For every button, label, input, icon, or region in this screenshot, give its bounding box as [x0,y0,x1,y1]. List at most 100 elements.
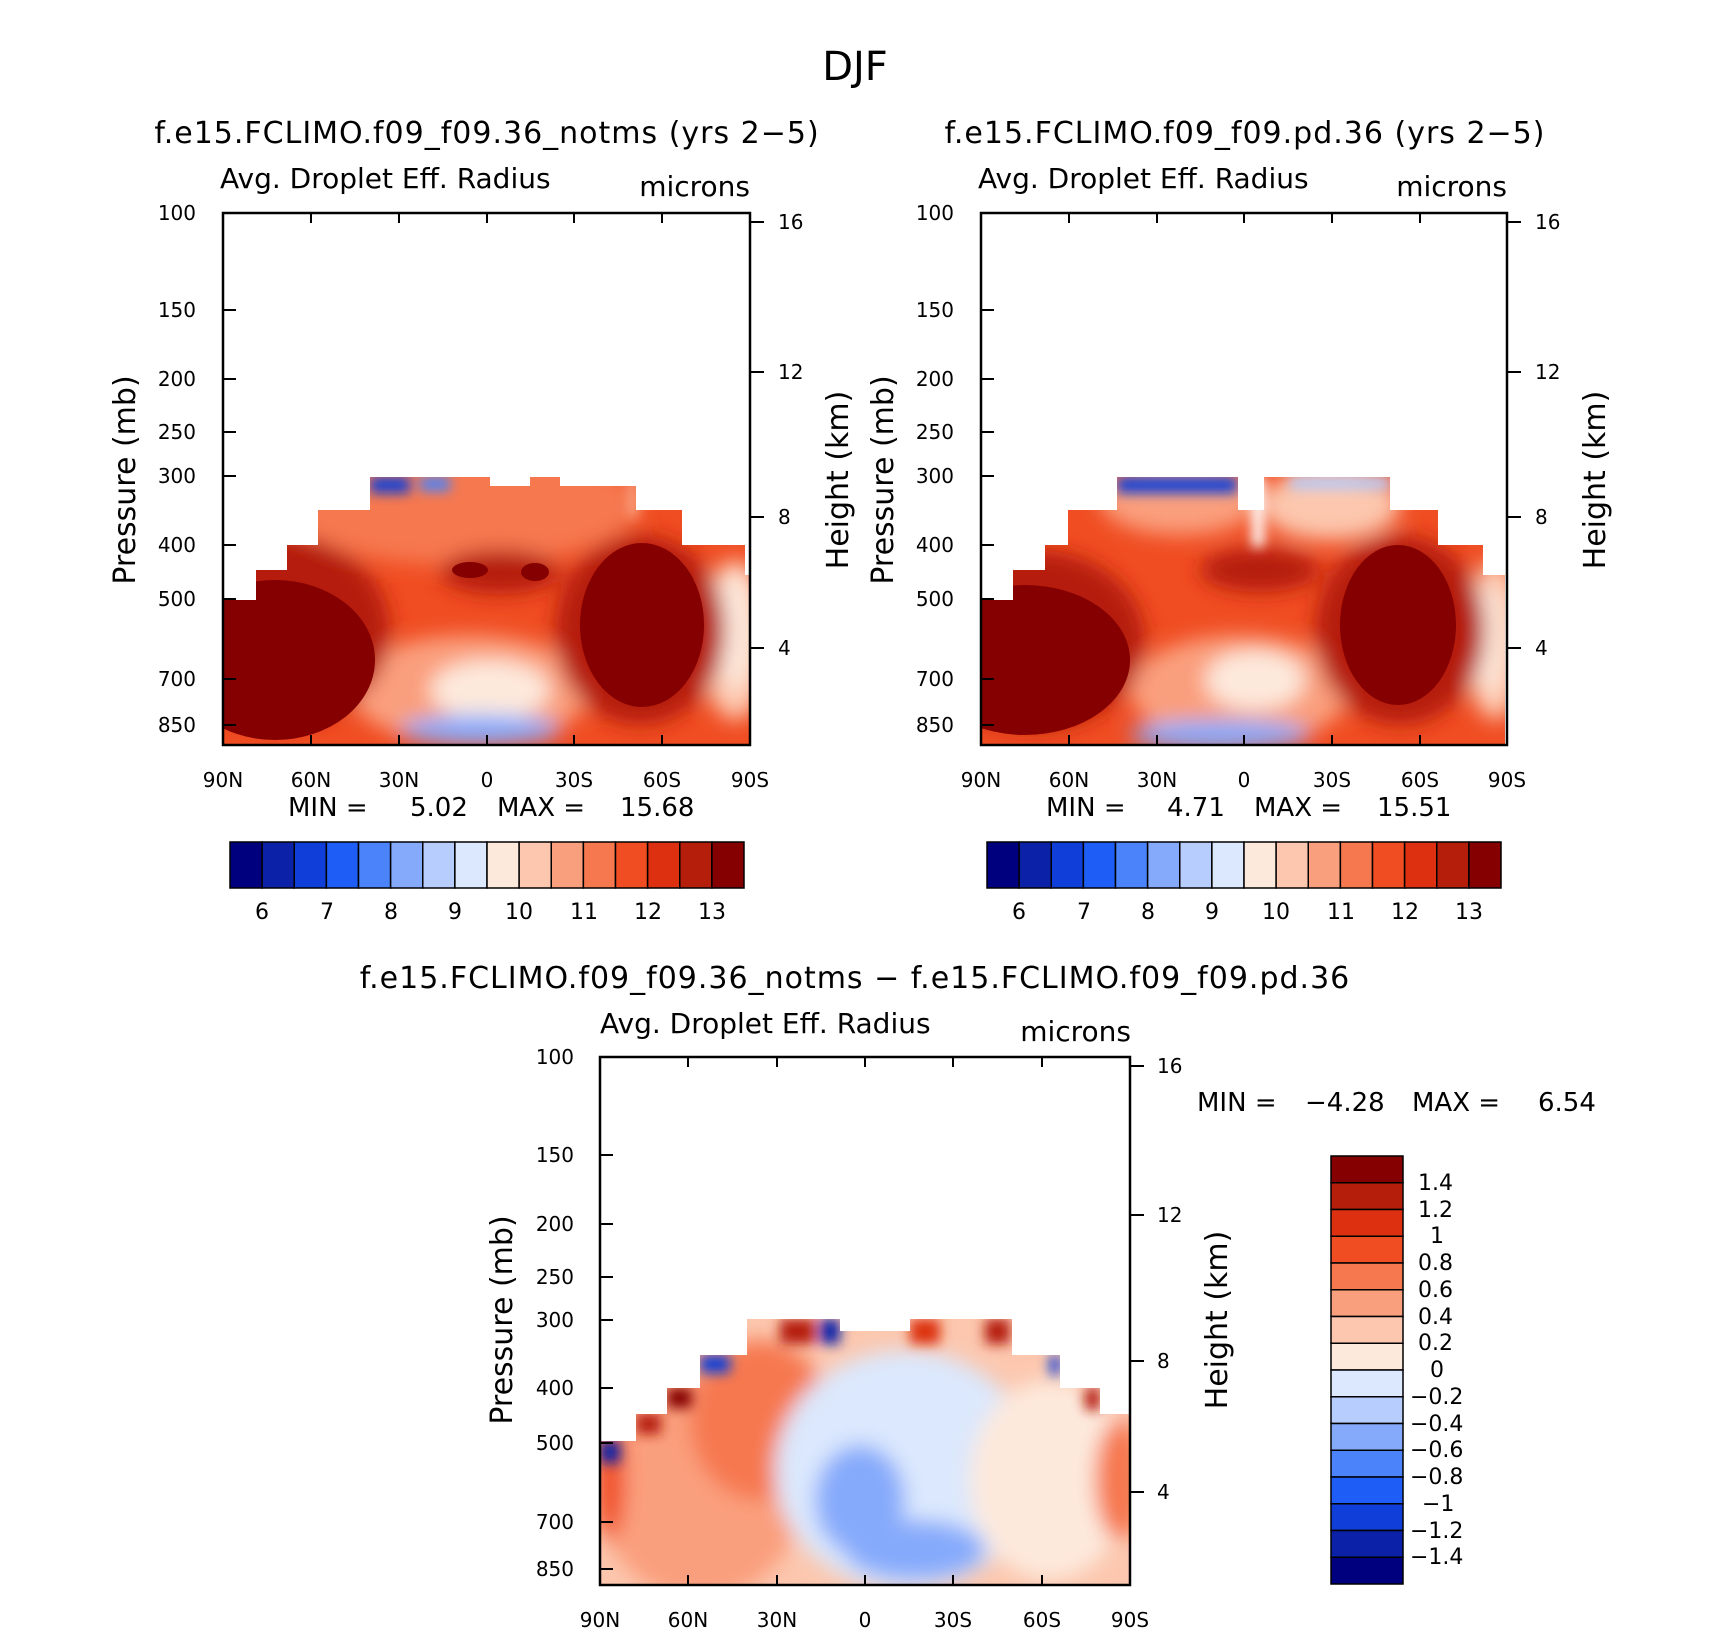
panel-2-field [981,477,1505,745]
panel-3-ytick: 500 [536,1431,574,1455]
panel-2-cb-label: 12 [1391,900,1419,925]
colorbar-swatch [1330,1342,1404,1371]
panel-1-minmax: MIN = 5.02 MAX = 15.68 [288,793,694,823]
colorbar-swatch [1339,841,1374,889]
panel-2-colorbar-labels: 6 7 8 9 10 11 12 13 [1012,900,1483,925]
panel-3-ytick: 100 [536,1045,574,1069]
panel-1-cb-label: 12 [634,900,662,925]
panel-1-title: f.e15.FCLIMO.f09_f09.36_notms (yrs 2−5) [154,116,819,151]
panel-2-cb-label: 11 [1327,900,1355,925]
panel-3-title: f.e15.FCLIMO.f09_f09.36_notms − f.e15.FC… [360,961,1351,996]
panel-1-xtick: 60N [291,768,331,792]
panel-3-ytick: 850 [536,1557,574,1581]
colorbar-swatch [614,841,649,889]
panel-1-colorbar [229,841,745,889]
panel-3-colorbar-labels: 1.4 1.2 1 0.8 0.6 0.4 0.2 0 −0.2 −0.4 −0… [1410,1171,1463,1570]
panel-2-max-value: 15.51 [1377,793,1451,823]
panel-2-xtick: 90N [961,768,1001,792]
panel-1-ytick: 300 [158,464,196,488]
panel-2-yaxis: 100 150 200 250 300 400 500 700 850 Pres… [866,201,994,737]
colorbar-swatch [550,841,585,889]
panel-1-max-value: 15.68 [620,793,694,823]
panel-1-min-label: MIN = [288,793,368,823]
colorbar-swatch [1330,1503,1404,1532]
panel-3-y2tick: 8 [1157,1349,1170,1373]
panel-3-y2tick: 12 [1157,1203,1182,1227]
panel-3-cb-label: 1 [1430,1224,1444,1249]
panel-3-y2axis: 16 12 8 4 Height (km) [1130,1054,1235,1504]
panel-2: f.e15.FCLIMO.f09_f09.pd.36 (yrs 2−5) Avg… [866,116,1613,925]
panel-3-xtick: 0 [859,1608,872,1632]
panel-3-ytick: 300 [536,1308,574,1332]
panel-3-field [600,1319,1130,1585]
panel-3-ytick: 250 [536,1265,574,1289]
panel-2-y2label: Height (km) [1578,391,1613,570]
panel-3-ytick: 200 [536,1212,574,1236]
panel-2-min-value: 4.71 [1167,793,1225,823]
colorbar-swatch [1330,1315,1404,1344]
panel-1-xtick: 90S [731,768,769,792]
panel-1-ytick: 250 [158,420,196,444]
panel-2-ytick: 700 [916,667,954,691]
panel-3-yaxis: 100 150 200 250 300 400 500 700 850 Pres… [485,1045,613,1581]
colorbar-swatch [1436,841,1470,889]
panel-3-cb-label: −1.4 [1410,1545,1463,1570]
panel-1-cb-label: 10 [505,900,533,925]
colorbar-swatch [986,841,1020,889]
panel-2-y2tick: 16 [1535,210,1560,234]
panel-1-y2tick: 16 [778,210,803,234]
colorbar-swatch [1179,841,1213,889]
colorbar-swatch [1330,1262,1404,1291]
panel-1-max-label: MAX = [497,793,585,823]
colorbar-swatch [261,841,295,889]
panel-1-cb-label: 9 [448,900,462,925]
panel-1-yaxis: 100 150 200 250 300 400 500 700 850 Pres… [108,201,236,737]
panel-1-ytick: 200 [158,367,196,391]
figure-title: DJF [822,44,888,90]
panel-1-ytick: 500 [158,587,196,611]
colorbar-swatch [1018,841,1052,889]
panel-3-cb-label: 0.4 [1418,1305,1453,1330]
panel-2-ytick: 500 [916,587,954,611]
panel-3-cb-label: −0.8 [1410,1465,1463,1490]
panel-2-ylabel: Pressure (mb) [866,375,901,584]
colorbar-swatch [1275,841,1309,889]
panel-2-cb-label: 10 [1262,900,1290,925]
panel-2-units-label: microns [1396,170,1507,203]
panel-3-xtick: 30N [757,1608,797,1632]
panel-3-cb-label: 0.6 [1418,1278,1453,1303]
colorbar-swatch [1050,841,1085,889]
panel-2-xtick: 0 [1238,768,1251,792]
panel-2-cb-label: 7 [1077,900,1091,925]
panel-2-ytick: 150 [916,298,954,322]
colorbar-swatch [1330,1422,1404,1451]
panel-2-variable-label: Avg. Droplet Eff. Radius [978,162,1309,195]
colorbar-swatch [454,841,488,889]
panel-1-cb-label: 13 [698,900,726,925]
colorbar-swatch [1330,1369,1404,1398]
panel-1-cb-label: 7 [320,900,334,925]
panel-2-y2axis: 16 12 8 4 Height (km) [1507,210,1613,660]
panel-3-min-value: −4.28 [1305,1088,1385,1118]
panel-1-y2tick: 4 [778,636,791,660]
panel-2-colorbar [986,841,1502,889]
colorbar-swatch [1330,1529,1404,1558]
colorbar-swatch [582,841,617,889]
panel-3-ylabel: Pressure (mb) [485,1215,520,1424]
panel-3-xtick: 60N [668,1608,708,1632]
panel-3-y2label: Height (km) [1200,1231,1235,1410]
panel-2-cb-label: 8 [1141,900,1155,925]
colorbar-swatch [1330,1556,1404,1585]
colorbar-swatch [1330,1155,1404,1184]
colorbar-swatch [1243,841,1277,889]
panel-1-ytick: 850 [158,713,196,737]
colorbar-swatch [518,841,552,889]
panel-3-units-label: microns [1020,1015,1131,1048]
panel-3-y2tick: 16 [1157,1054,1182,1078]
panel-3-cb-label: −0.4 [1410,1412,1463,1437]
panel-2-title: f.e15.FCLIMO.f09_f09.pd.36 (yrs 2−5) [945,116,1546,151]
panel-2-xtick: 90S [1488,768,1526,792]
panel-2-ytick: 200 [916,367,954,391]
colorbar-swatch [1330,1289,1404,1318]
panel-2-xtick: 30N [1137,768,1177,792]
